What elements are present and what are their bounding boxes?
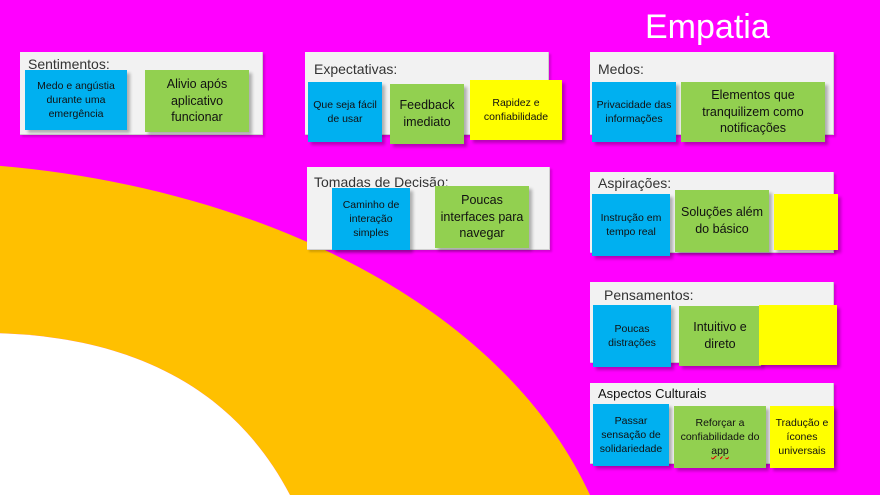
sticky-note-intuitivo-direto: Intuitivo e direto [679,306,761,366]
panel-label-tomadas-decisao: Tomadas de Decisão: [314,174,449,190]
panel-label-pensamentos: Pensamentos: [604,287,694,303]
sticky-note-solidariedade: Passar sensação de solidariedade [593,404,669,466]
sticky-note-elementos-tranquilizem: Elementos que tranquilizem como notifica… [681,82,825,142]
sticky-note-privacidade: Privacidade das informações [592,82,676,142]
sticky-note-facil-usar: Que seja fácil de usar [308,82,382,142]
panel-label-aspiracoes: Aspirações: [598,175,672,191]
app-word: app [711,445,729,458]
sticky-note-traducao-icones: Tradução e ícones universais [770,406,834,468]
reforcar-text: Reforçar a confiabilidade do [680,416,760,443]
panel-label-medos: Medos: [598,61,644,77]
sticky-note-poucas-interfaces: Poucas interfaces para navegar [435,186,529,248]
sticky-note-instrucao-tempo-real: Instrução em tempo real [592,194,670,256]
sticky-note-medo-angustia: Medo e angústia durante uma emergência [25,70,127,130]
sticky-note-rapidez: Rapidez e confiabilidade [470,80,562,140]
panel-label-aspectos-culturais: Aspectos Culturais [598,386,707,401]
sticky-note-reforcar-confiabilidade: Reforçar a confiabilidade do app [674,406,766,468]
white-arc-interior [0,333,290,495]
sticky-note-pensamentos-blank [759,305,837,365]
sticky-note-feedback: Feedback imediato [390,84,464,144]
slide-title: Empatia [645,8,770,46]
sticky-note-solucoes-alem: Soluções além do básico [675,190,769,252]
panel-label-expectativas: Expectativas: [314,61,398,77]
sticky-note-poucas-distracoes: Poucas distrações [593,305,671,367]
sticky-note-caminho-interacao: Caminho de interação simples [332,188,410,250]
sticky-note-alivio: Alivio após aplicativo funcionar [145,70,249,132]
orange-arc-band [0,165,590,495]
sticky-note-aspiracoes-blank [774,194,838,250]
panel-label-sentimentos: Sentimentos: [28,56,110,72]
